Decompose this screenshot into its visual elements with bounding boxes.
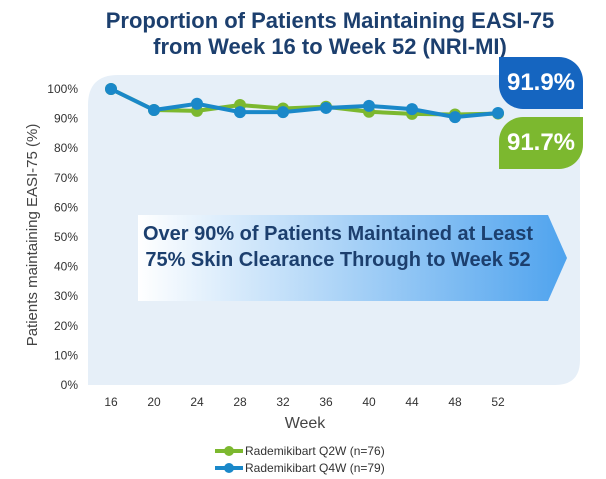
data-point: [277, 106, 289, 119]
y-tick-label: 20%: [54, 319, 78, 333]
data-point: [492, 106, 504, 119]
y-tick-label: 10%: [54, 348, 78, 362]
series-line-1: [110, 87, 499, 120]
data-point: [105, 83, 117, 95]
y-tick-label: 30%: [54, 289, 78, 303]
data-point: [148, 104, 160, 117]
y-tick-label: 60%: [54, 200, 78, 214]
x-tick-label: 52: [491, 395, 505, 409]
data-point: [234, 106, 246, 119]
data-point: [320, 101, 332, 114]
x-axis-label: Week: [285, 415, 327, 432]
data-point: [449, 111, 461, 124]
y-tick-label: 80%: [54, 141, 78, 155]
x-tick-label: 32: [276, 395, 290, 409]
banner-arrow: [138, 215, 567, 301]
y-tick-label: 90%: [54, 112, 78, 126]
callout-q2w: 91.7%: [499, 117, 583, 169]
callout-q4w: 91.9%: [499, 57, 583, 109]
x-tick-label: 20: [147, 395, 161, 409]
y-tick-label: 0%: [61, 378, 79, 392]
legend-item-q2w: Rademikibart Q2W (n=76): [215, 442, 385, 459]
x-tick-label: 40: [362, 395, 376, 409]
data-point: [406, 103, 418, 116]
legend-item-q4w: Rademikibart Q4W (n=79): [215, 459, 385, 476]
data-point: [363, 99, 375, 112]
chart-title: Proportion of Patients Maintaining EASI-…: [0, 8, 606, 60]
y-tick-label: 50%: [54, 230, 78, 244]
y-tick-label: 40%: [54, 260, 78, 274]
legend-marker-q2w: [215, 445, 243, 456]
legend-label-q4w: Rademikibart Q4W (n=79): [245, 460, 385, 475]
legend-marker-q4w: [215, 462, 243, 473]
x-tick-label: 16: [104, 395, 118, 409]
y-axis-label: Patients maintaining EASI-75 (%): [24, 124, 41, 347]
legend-label-q2w: Rademikibart Q2W (n=76): [245, 443, 385, 458]
x-tick-label: 28: [233, 395, 247, 409]
title-line-2: from Week 16 to Week 52 (NRI-MI): [153, 34, 507, 59]
title-line-1: Proportion of Patients Maintaining EASI-…: [105, 8, 555, 33]
x-tick-label: 44: [405, 395, 419, 409]
x-tick-label: 48: [448, 395, 462, 409]
x-tick-label: 36: [319, 395, 333, 409]
y-tick-label: 100%: [47, 82, 78, 96]
banner-text: Over 90% of Patients Maintained at Least…: [142, 223, 534, 271]
legend: Rademikibart Q2W (n=76) Rademikibart Q4W…: [215, 442, 385, 476]
data-point: [191, 97, 203, 110]
y-tick-label: 70%: [54, 171, 78, 185]
x-tick-label: 24: [190, 395, 204, 409]
